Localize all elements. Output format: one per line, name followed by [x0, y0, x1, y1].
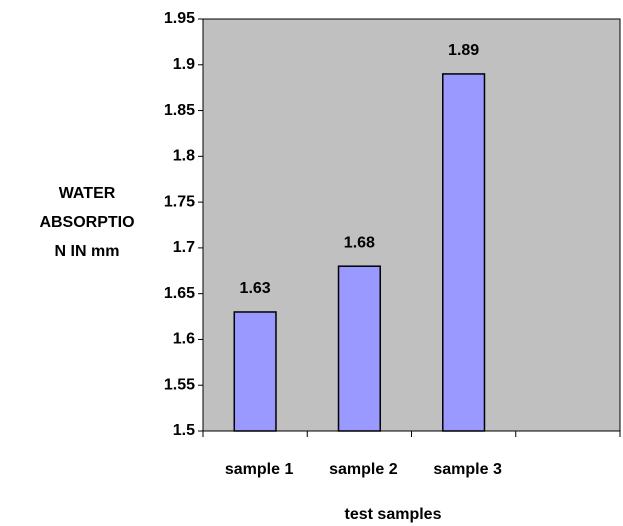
y-axis-label: WATER: [59, 185, 116, 202]
data-label: 1.89: [448, 42, 479, 59]
y-tick-label: 1.85: [164, 102, 195, 119]
x-axis-label: test samples: [345, 506, 442, 523]
y-tick-label: 1.9: [173, 56, 195, 73]
y-tick-label: 1.7: [173, 239, 195, 256]
y-axis-label: ABSORPTIO: [39, 214, 134, 231]
bar: [233, 311, 277, 432]
y-tick-label: 1.6: [173, 331, 195, 348]
y-tick-label: 1.65: [164, 285, 195, 302]
data-label: 1.63: [240, 280, 271, 297]
bar: [337, 265, 381, 432]
bar: [442, 73, 486, 432]
y-tick-label: 1.95: [164, 10, 195, 27]
x-tick-label: sample 3: [433, 461, 502, 478]
y-tick-label: 1.55: [164, 376, 195, 393]
y-tick-label: 1.5: [173, 422, 195, 439]
data-label: 1.68: [344, 234, 375, 251]
y-tick-label: 1.8: [173, 148, 195, 165]
x-tick-label: sample 1: [225, 461, 294, 478]
y-axis-label: N IN mm: [55, 243, 120, 260]
y-tick-label: 1.75: [164, 193, 195, 210]
x-tick-label: sample 2: [329, 461, 398, 478]
